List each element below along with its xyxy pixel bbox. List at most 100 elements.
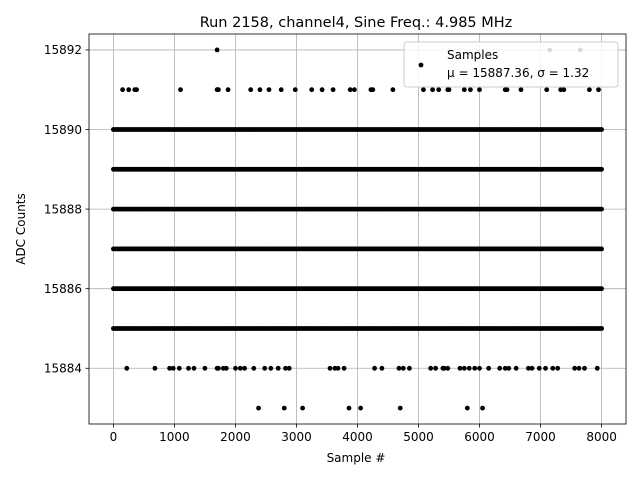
- data-point: [242, 365, 248, 371]
- data-point: [486, 365, 492, 371]
- data-point: [319, 87, 325, 93]
- legend: Samples μ = 15887.36, σ = 1.32: [403, 41, 619, 88]
- data-point: [152, 365, 158, 371]
- data-point: [544, 87, 550, 93]
- data-point: [281, 405, 287, 411]
- x-tick-label: 3000: [281, 430, 312, 444]
- data-point: [445, 365, 451, 371]
- data-point: [472, 365, 478, 371]
- data-point: [550, 365, 556, 371]
- data-point: [464, 405, 470, 411]
- data-point: [126, 87, 132, 93]
- data-point: [370, 87, 376, 93]
- data-point: [430, 87, 435, 93]
- data-point: [407, 365, 412, 371]
- data-point: [347, 87, 353, 93]
- data-point: [599, 166, 604, 172]
- x-tick-label: 5000: [403, 430, 434, 444]
- data-point: [504, 87, 510, 93]
- data-point: [178, 87, 183, 93]
- x-tick-label: 2000: [220, 430, 251, 444]
- legend-entry-0: Samples: [447, 48, 498, 62]
- data-point: [237, 365, 243, 371]
- data-point: [506, 365, 512, 371]
- data-point: [275, 365, 281, 371]
- data-point: [191, 365, 197, 371]
- data-point: [428, 365, 434, 371]
- y-axis-label: ADC Counts: [14, 193, 28, 265]
- data-point: [421, 87, 426, 93]
- data-point: [582, 365, 587, 371]
- data-point: [599, 246, 604, 252]
- y-tick-label: 15892: [44, 43, 82, 57]
- data-point: [555, 365, 561, 371]
- data-point: [599, 326, 604, 331]
- data-point: [225, 87, 231, 93]
- data-point: [397, 405, 403, 411]
- data-point: [214, 47, 220, 53]
- data-point: [466, 365, 472, 371]
- x-tick-label: 4000: [342, 430, 373, 444]
- data-point: [257, 87, 263, 93]
- data-point: [468, 87, 473, 93]
- x-tick-label: 0: [110, 430, 118, 444]
- data-point: [352, 87, 357, 93]
- data-point: [436, 87, 442, 93]
- data-point: [536, 365, 542, 371]
- data-point: [292, 87, 298, 93]
- legend-box: [403, 41, 619, 88]
- data-point: [543, 365, 548, 371]
- data-point: [202, 365, 208, 371]
- data-point: [596, 87, 601, 93]
- y-tick-label: 15884: [44, 362, 82, 376]
- data-point: [379, 365, 385, 371]
- data-point: [477, 87, 482, 93]
- data-point: [433, 365, 438, 371]
- data-point: [248, 87, 254, 93]
- data-point: [346, 405, 352, 411]
- data-point: [134, 87, 140, 93]
- data-point: [599, 206, 604, 212]
- data-point: [223, 365, 229, 371]
- legend-entry-1: μ = 15887.36, σ = 1.32: [447, 66, 589, 80]
- chart-title: Run 2158, channel4, Sine Freq.: 4.985 MH…: [200, 15, 513, 31]
- data-point: [251, 365, 257, 371]
- x-axis-label: Sample #: [327, 451, 386, 465]
- y-tick-label: 15890: [44, 123, 82, 137]
- data-point: [594, 365, 600, 371]
- data-point: [497, 365, 503, 371]
- y-tick-label: 15888: [44, 202, 82, 216]
- axes: 0 1000 2000 3000 4000 5000 6000 7000 8000 15884 15…: [44, 33, 627, 444]
- x-tick-label: 8000: [586, 430, 617, 444]
- x-tick-label: 7000: [525, 430, 556, 444]
- data-point: [335, 365, 341, 371]
- data-point: [561, 87, 567, 93]
- data-point: [480, 405, 485, 411]
- data-point: [396, 365, 402, 371]
- data-point: [186, 365, 191, 371]
- data-point: [400, 365, 406, 371]
- data-point: [309, 87, 315, 93]
- data-point: [268, 365, 274, 371]
- data-point: [390, 87, 396, 93]
- data-point: [358, 405, 363, 411]
- data-point: [461, 365, 467, 371]
- data-point: [446, 87, 452, 93]
- data-point: [233, 365, 238, 371]
- data-point: [216, 365, 221, 371]
- data-point: [283, 365, 288, 371]
- data-point: [529, 365, 535, 371]
- data-point: [502, 365, 508, 371]
- data-point: [286, 365, 292, 371]
- data-point: [124, 365, 130, 371]
- data-point: [167, 365, 173, 371]
- data-point: [457, 365, 463, 371]
- data-point: [327, 365, 333, 371]
- x-tick-label: 6000: [464, 430, 495, 444]
- data-point: [477, 365, 482, 371]
- data-point: [572, 365, 578, 371]
- y-tick-label: 15886: [44, 282, 82, 296]
- data-point: [587, 87, 592, 93]
- data-point: [300, 405, 305, 411]
- data-point: [518, 87, 524, 93]
